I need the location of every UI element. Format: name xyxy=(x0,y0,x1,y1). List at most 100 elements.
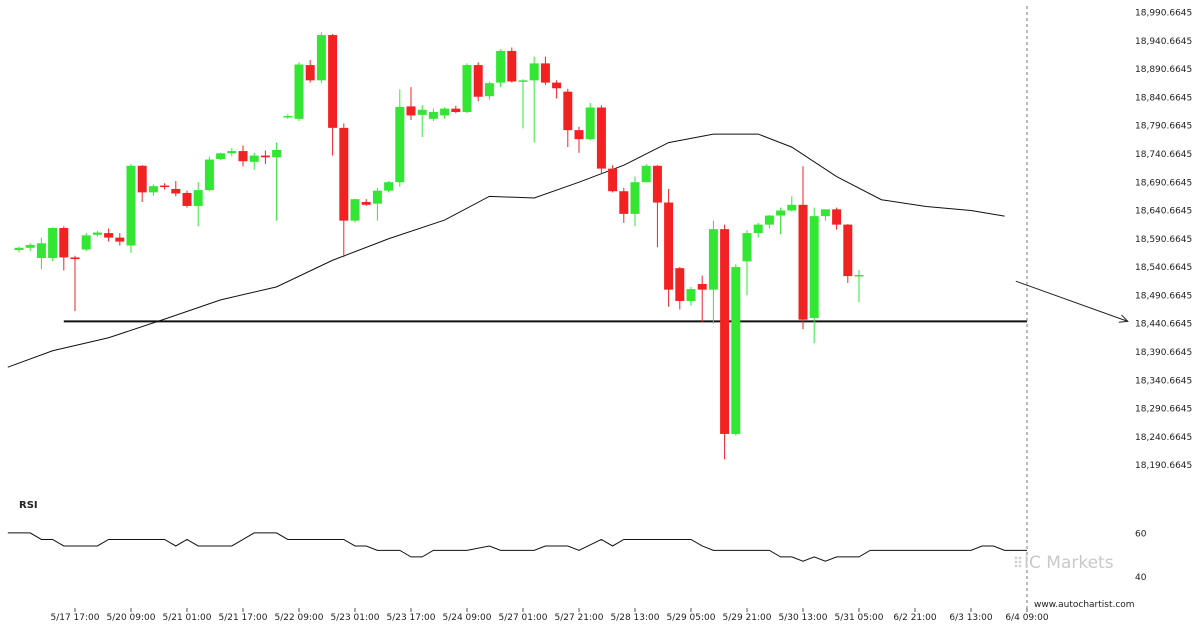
time-tick-label: 5/29 21:00 xyxy=(722,613,771,623)
candle-body xyxy=(406,106,416,116)
candle xyxy=(764,214,774,229)
time-tick-label: 6/4 09:00 xyxy=(1005,613,1049,623)
candle-body xyxy=(417,109,427,115)
candle-body xyxy=(608,168,618,192)
projection-arrowhead-icon xyxy=(1118,314,1129,323)
candle xyxy=(305,59,315,83)
candle-body xyxy=(809,216,819,318)
candle xyxy=(216,152,226,161)
candle xyxy=(753,222,763,238)
candle xyxy=(820,209,830,221)
candle-body xyxy=(171,188,181,194)
ic-markets-logo: IC Markets xyxy=(1014,553,1114,573)
candle xyxy=(272,142,282,221)
candle xyxy=(832,207,842,230)
candle xyxy=(294,62,304,122)
candle xyxy=(137,165,147,202)
candle xyxy=(697,275,707,323)
candle xyxy=(540,56,550,85)
candle xyxy=(339,123,349,258)
candle-body xyxy=(70,257,80,260)
price-tick-label: 18,740.6645 xyxy=(1135,150,1192,160)
candle-body xyxy=(283,115,293,118)
candle xyxy=(316,32,326,84)
candle-body xyxy=(148,186,158,193)
candle xyxy=(59,226,69,271)
price-tick-label: 18,990.6645 xyxy=(1135,9,1192,19)
candle-body xyxy=(339,127,349,221)
candle-body xyxy=(832,209,842,225)
price-tick-label: 18,490.6645 xyxy=(1135,291,1192,301)
candle xyxy=(462,63,472,114)
candle-body xyxy=(574,130,584,140)
candle xyxy=(395,89,405,187)
time-tick-label: 6/2 21:00 xyxy=(893,613,937,623)
time-tick-label: 5/27 01:00 xyxy=(498,613,547,623)
candle-body xyxy=(686,289,696,301)
time-tick-label: 5/23 17:00 xyxy=(386,613,435,623)
brand-logo-text: IC Markets xyxy=(1024,553,1114,573)
candle-body xyxy=(294,64,304,119)
candle-body xyxy=(260,155,270,158)
candle-body xyxy=(428,112,438,119)
price-tick-label: 18,640.6645 xyxy=(1135,207,1192,217)
candle-body xyxy=(350,199,360,221)
candle xyxy=(843,224,853,283)
candle xyxy=(731,264,741,436)
time-tick-label: 5/31 05:00 xyxy=(834,613,883,623)
candle-body xyxy=(776,210,786,216)
candle-body xyxy=(496,50,506,83)
candle xyxy=(451,105,461,114)
candle-body xyxy=(395,106,405,183)
candle-body xyxy=(619,191,629,214)
candle xyxy=(496,49,506,88)
price-tick-label: 18,190.6645 xyxy=(1135,461,1192,471)
candle xyxy=(563,88,573,148)
candle-body xyxy=(305,65,315,81)
candle xyxy=(227,148,237,157)
candle xyxy=(608,165,618,193)
candle xyxy=(484,81,494,100)
price-tick-label: 18,940.6645 xyxy=(1135,37,1192,47)
candle-body xyxy=(25,244,35,248)
candle-body xyxy=(518,80,528,82)
candle-body xyxy=(585,107,595,140)
candle xyxy=(507,47,517,83)
candle xyxy=(193,182,203,227)
candle-body xyxy=(552,82,562,89)
candle-body xyxy=(36,243,46,258)
time-tick-label: 6/3 13:00 xyxy=(949,613,993,623)
candle xyxy=(406,87,416,120)
candle-body xyxy=(104,233,114,238)
candle-body xyxy=(540,63,550,83)
moving-average-line xyxy=(7,133,1005,368)
price-tick-label: 18,840.6645 xyxy=(1135,93,1192,103)
candle xyxy=(518,79,528,129)
candle-body xyxy=(14,247,24,251)
price-tick-label: 18,540.6645 xyxy=(1135,263,1192,273)
candle-body xyxy=(126,165,136,246)
price-tick-label: 18,790.6645 xyxy=(1135,122,1192,132)
time-tick-label: 5/23 01:00 xyxy=(330,613,379,623)
candle-body xyxy=(753,224,763,234)
candle-body xyxy=(451,108,461,113)
candle xyxy=(641,164,651,183)
candle xyxy=(249,152,259,170)
candle-body xyxy=(798,204,808,320)
candle-body xyxy=(630,182,640,214)
candle xyxy=(148,184,158,196)
candle-body xyxy=(764,215,774,225)
candle xyxy=(809,207,819,344)
candle-body xyxy=(272,149,282,158)
candle xyxy=(417,105,427,137)
rsi-line xyxy=(7,532,1027,562)
candle-body xyxy=(193,190,203,206)
candle-body xyxy=(708,229,718,290)
rsi-tick-label: 40 xyxy=(1135,573,1147,583)
candle-body xyxy=(238,151,248,162)
price-tick-label: 18,240.6645 xyxy=(1135,433,1192,443)
rsi-title: RSI xyxy=(19,500,38,511)
candle xyxy=(854,269,864,303)
candle xyxy=(328,33,338,156)
candle-body xyxy=(473,65,483,97)
